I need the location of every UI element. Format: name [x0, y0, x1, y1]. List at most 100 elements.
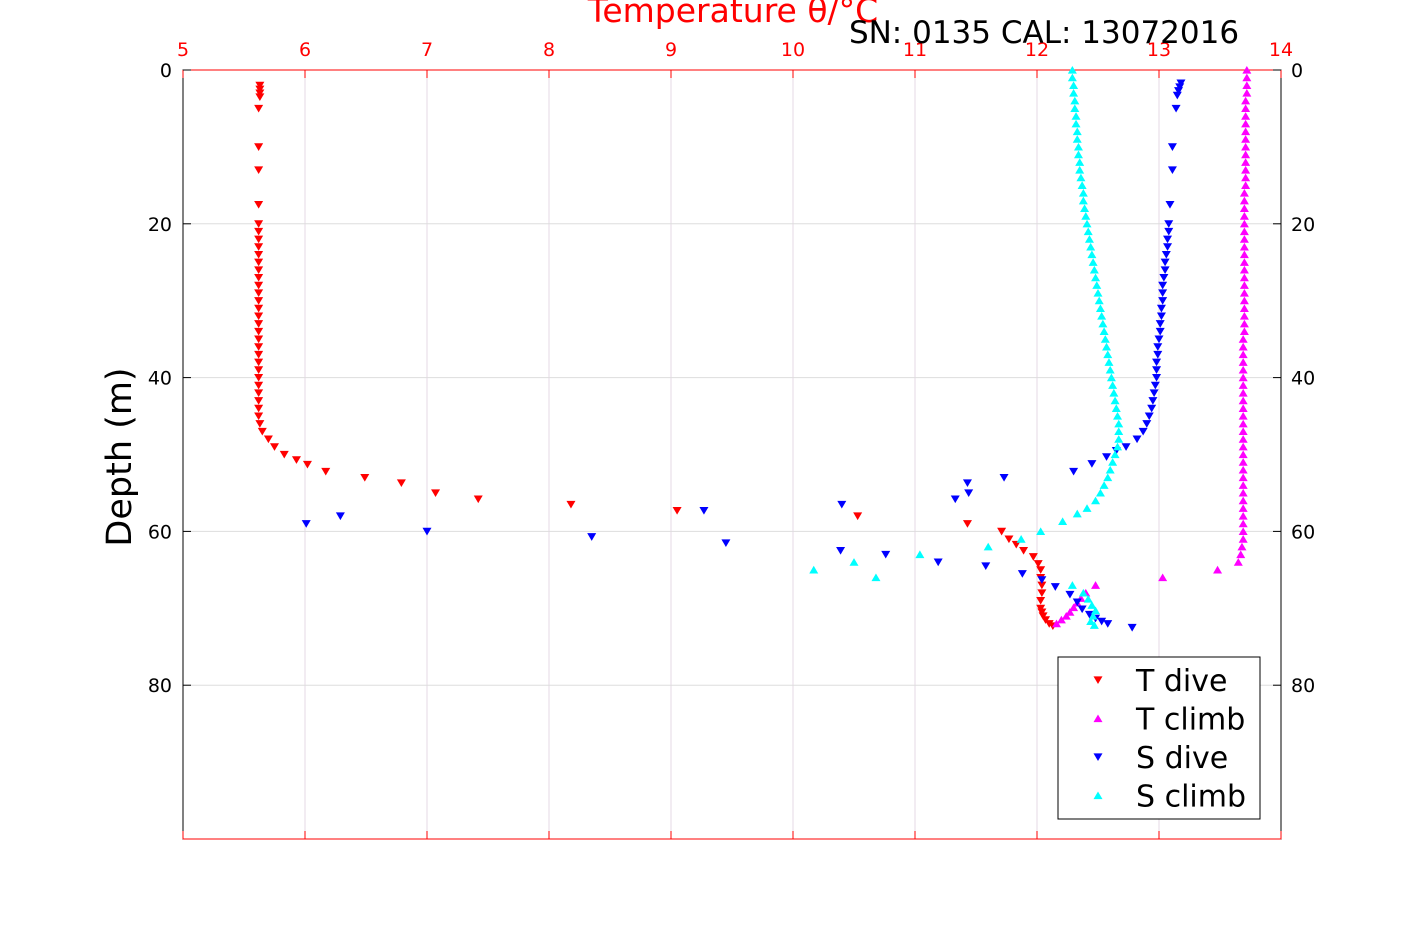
- data-point: [1148, 397, 1158, 405]
- data-point: [1076, 173, 1086, 182]
- data-point: [1238, 388, 1248, 397]
- x-tick-label: 7: [421, 39, 433, 61]
- data-point: [1241, 165, 1251, 174]
- data-point: [1111, 404, 1121, 412]
- data-point: [1072, 135, 1082, 143]
- data-point: [1104, 358, 1114, 366]
- data-point: [1239, 219, 1249, 228]
- data-point: [1153, 350, 1163, 359]
- data-point: [1091, 273, 1101, 282]
- data-point: [1080, 204, 1090, 213]
- chart-title: Temperature θ/°C: [587, 0, 878, 30]
- data-point: [254, 397, 264, 405]
- data-point: [1078, 188, 1088, 197]
- data-point: [254, 381, 264, 390]
- data-point: [1075, 165, 1085, 174]
- data-point: [1038, 612, 1048, 621]
- data-point: [255, 93, 265, 101]
- data-point: [1091, 496, 1101, 505]
- data-point: [1158, 297, 1168, 305]
- data-point: [1239, 227, 1249, 236]
- data-point: [1087, 601, 1097, 609]
- legend-label: S dive: [1136, 741, 1228, 776]
- data-point: [1242, 89, 1252, 97]
- data-point: [1176, 79, 1186, 88]
- x-tick-label: 10: [781, 39, 805, 61]
- data-point: [1102, 453, 1112, 461]
- data-point: [1050, 583, 1060, 591]
- data-point: [1078, 196, 1088, 205]
- data-point: [1041, 616, 1051, 624]
- data-point: [254, 104, 264, 113]
- data-point: [255, 89, 265, 98]
- data-point: [396, 479, 406, 488]
- data-point: [1081, 212, 1091, 220]
- data-point: [1071, 112, 1081, 120]
- data-point: [699, 507, 709, 515]
- data-point: [1087, 460, 1097, 468]
- y-tick-label-right: 40: [1291, 368, 1315, 390]
- data-point: [1071, 119, 1081, 128]
- data-point: [915, 550, 925, 559]
- data-point: [1087, 250, 1097, 259]
- data-point: [983, 542, 993, 551]
- grid: [183, 70, 1281, 839]
- data-point: [254, 166, 264, 175]
- data-point: [1239, 258, 1249, 266]
- data-point: [1238, 458, 1248, 466]
- y-tick-label-left: 80: [148, 675, 172, 697]
- legend-marker: [1093, 791, 1103, 800]
- data-point: [1069, 89, 1079, 97]
- data-point: [1016, 535, 1026, 543]
- sn-annotation: SN: 0135 CAL: 13072016: [849, 15, 1239, 51]
- data-point: [1239, 188, 1249, 197]
- data-point: [254, 235, 264, 244]
- data-point: [1238, 481, 1248, 489]
- data-point: [1100, 335, 1110, 343]
- data-point: [1093, 288, 1103, 297]
- data-point: [1242, 65, 1252, 74]
- data-point: [1239, 242, 1249, 251]
- data-point: [999, 473, 1009, 482]
- data-point: [1142, 420, 1152, 428]
- data-point: [1070, 96, 1080, 105]
- data-point: [1238, 404, 1248, 412]
- data-point: [933, 558, 943, 567]
- y-tick-label-right: 20: [1291, 214, 1315, 236]
- data-point: [1161, 250, 1171, 259]
- data-point: [1077, 605, 1087, 614]
- y-tick-label-right: 0: [1291, 60, 1303, 82]
- data-point: [1113, 412, 1123, 420]
- series-s-dive: [301, 79, 1186, 632]
- data-point: [1238, 365, 1248, 374]
- data-point: [1037, 581, 1047, 590]
- data-point: [1175, 83, 1185, 91]
- data-point: [254, 266, 264, 274]
- data-point: [1236, 550, 1246, 559]
- data-point: [254, 343, 264, 351]
- legend-label: S climb: [1136, 780, 1246, 815]
- data-point: [1152, 358, 1162, 367]
- data-point: [1213, 565, 1223, 574]
- data-point: [1082, 219, 1092, 228]
- data-point: [1241, 135, 1251, 143]
- data-point: [1238, 511, 1248, 520]
- data-point: [1084, 235, 1094, 243]
- data-point: [1113, 442, 1123, 451]
- data-point: [1075, 158, 1085, 166]
- data-point: [1238, 527, 1248, 535]
- data-point: [1156, 304, 1166, 313]
- data-point: [302, 460, 312, 469]
- data-point: [1241, 119, 1251, 128]
- data-point: [836, 547, 846, 555]
- data-point: [1069, 467, 1079, 476]
- data-point: [1241, 127, 1251, 136]
- data-point: [1239, 312, 1249, 320]
- data-point: [1098, 319, 1108, 328]
- data-point: [1099, 481, 1109, 489]
- data-point: [1238, 358, 1248, 366]
- data-point: [721, 539, 731, 547]
- data-point: [1238, 473, 1248, 482]
